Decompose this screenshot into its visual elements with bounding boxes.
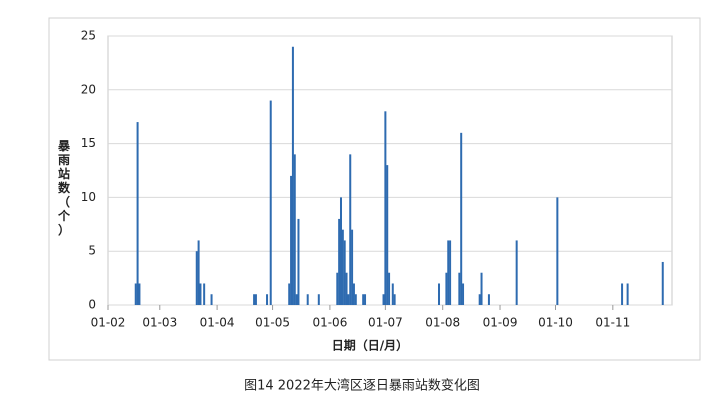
bar bbox=[293, 154, 296, 305]
bar bbox=[458, 272, 461, 305]
bar bbox=[295, 294, 298, 305]
bar bbox=[339, 197, 342, 305]
bar bbox=[626, 283, 629, 305]
bar bbox=[388, 272, 391, 305]
bar bbox=[288, 283, 291, 305]
bar bbox=[393, 294, 396, 305]
bar bbox=[384, 111, 387, 305]
bar bbox=[195, 251, 198, 305]
bar bbox=[487, 294, 490, 305]
bar bbox=[291, 46, 294, 305]
bar bbox=[351, 229, 354, 305]
bar bbox=[349, 154, 352, 305]
bar bbox=[354, 294, 357, 305]
y-tick-label: 15 bbox=[81, 136, 96, 150]
bar bbox=[460, 132, 463, 305]
chart-frame bbox=[48, 17, 701, 361]
bar bbox=[382, 294, 385, 305]
x-tick-label: 01-07 bbox=[368, 316, 403, 330]
bar bbox=[138, 283, 141, 305]
y-tick-label: 20 bbox=[81, 82, 96, 96]
bar bbox=[343, 240, 346, 305]
x-tick-label: 01-04 bbox=[200, 316, 235, 330]
bar bbox=[362, 294, 365, 305]
x-tick-label: 01-09 bbox=[483, 316, 518, 330]
y-tick-label: 10 bbox=[81, 190, 96, 204]
bar bbox=[447, 240, 450, 305]
caption: 图14 2022年大湾区逐日暴雨站数变化图 bbox=[244, 378, 480, 394]
x-tick-label: 01-08 bbox=[425, 316, 460, 330]
bar bbox=[336, 272, 339, 305]
bar bbox=[438, 283, 441, 305]
x-tick-label: 01-10 bbox=[538, 316, 573, 330]
bar bbox=[266, 294, 269, 305]
bar bbox=[445, 272, 448, 305]
x-tick-label: 01-06 bbox=[312, 316, 347, 330]
bar bbox=[203, 283, 206, 305]
x-tick-label: 01-02 bbox=[91, 316, 126, 330]
bar bbox=[661, 261, 664, 305]
bar bbox=[136, 122, 139, 305]
y-axis-label: 暴雨站数（个） bbox=[57, 139, 71, 237]
bar bbox=[347, 294, 350, 305]
bar bbox=[197, 240, 200, 305]
bar bbox=[480, 272, 483, 305]
bar bbox=[345, 272, 348, 305]
bar bbox=[449, 240, 452, 305]
y-tick-label: 0 bbox=[88, 298, 96, 312]
bar bbox=[290, 175, 293, 305]
bar bbox=[341, 229, 344, 305]
x-tick-label: 01-05 bbox=[255, 316, 290, 330]
bar bbox=[317, 294, 320, 305]
y-tick-label: 25 bbox=[81, 29, 96, 43]
x-axis-label: 日期（日/月） bbox=[332, 338, 408, 353]
x-tick-label: 01-03 bbox=[142, 316, 177, 330]
bar bbox=[134, 283, 137, 305]
bar bbox=[253, 294, 256, 305]
bar bbox=[306, 294, 309, 305]
bar bbox=[391, 283, 394, 305]
bar bbox=[210, 294, 213, 305]
bar bbox=[386, 165, 389, 305]
bar bbox=[621, 283, 624, 305]
bar bbox=[269, 100, 272, 305]
bar bbox=[462, 283, 465, 305]
plot-area bbox=[107, 35, 673, 306]
bar bbox=[352, 283, 355, 305]
bar bbox=[515, 240, 518, 305]
bar bbox=[254, 294, 257, 305]
x-tick-label: 01-11 bbox=[595, 316, 630, 330]
bar bbox=[478, 294, 481, 305]
bar bbox=[199, 283, 202, 305]
bar bbox=[364, 294, 367, 305]
bar bbox=[297, 218, 300, 305]
y-tick-label: 5 bbox=[88, 244, 96, 258]
bar bbox=[338, 218, 341, 305]
bar bbox=[556, 197, 559, 305]
